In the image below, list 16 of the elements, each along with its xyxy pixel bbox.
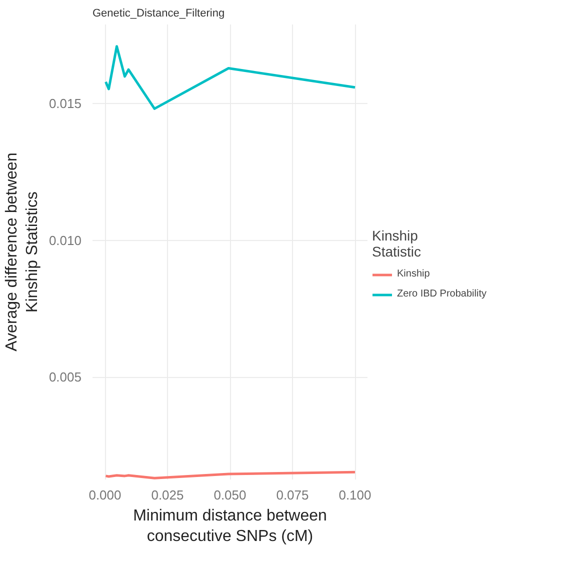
y-tick-label: 0.005 bbox=[48, 370, 82, 385]
legend-title: Kinship Statistic bbox=[372, 227, 422, 259]
y-axis-title: Average difference between Kinship Statistics bbox=[4, 152, 41, 352]
y-tick-label: 0.015 bbox=[48, 96, 82, 112]
x-axis-title: Minimum distance between consecutive SNPs (cM) bbox=[133, 508, 327, 545]
x-tick-label: 0.050 bbox=[214, 488, 246, 502]
x-tick-label: 0.025 bbox=[151, 488, 184, 502]
legend-label: Zero IBD Probability bbox=[397, 288, 486, 300]
y-tick-label: 0.010 bbox=[48, 232, 82, 248]
line-series bbox=[104, 45, 356, 110]
x-tick-label: 0.075 bbox=[276, 488, 309, 502]
legend-label: Kinship bbox=[397, 268, 430, 280]
x-tick-label: 0.100 bbox=[338, 488, 372, 502]
chart-title: Genetic_Distance_Filtering bbox=[92, 8, 225, 20]
x-tick-label: 0.000 bbox=[88, 488, 122, 502]
line-series bbox=[104, 470, 356, 480]
